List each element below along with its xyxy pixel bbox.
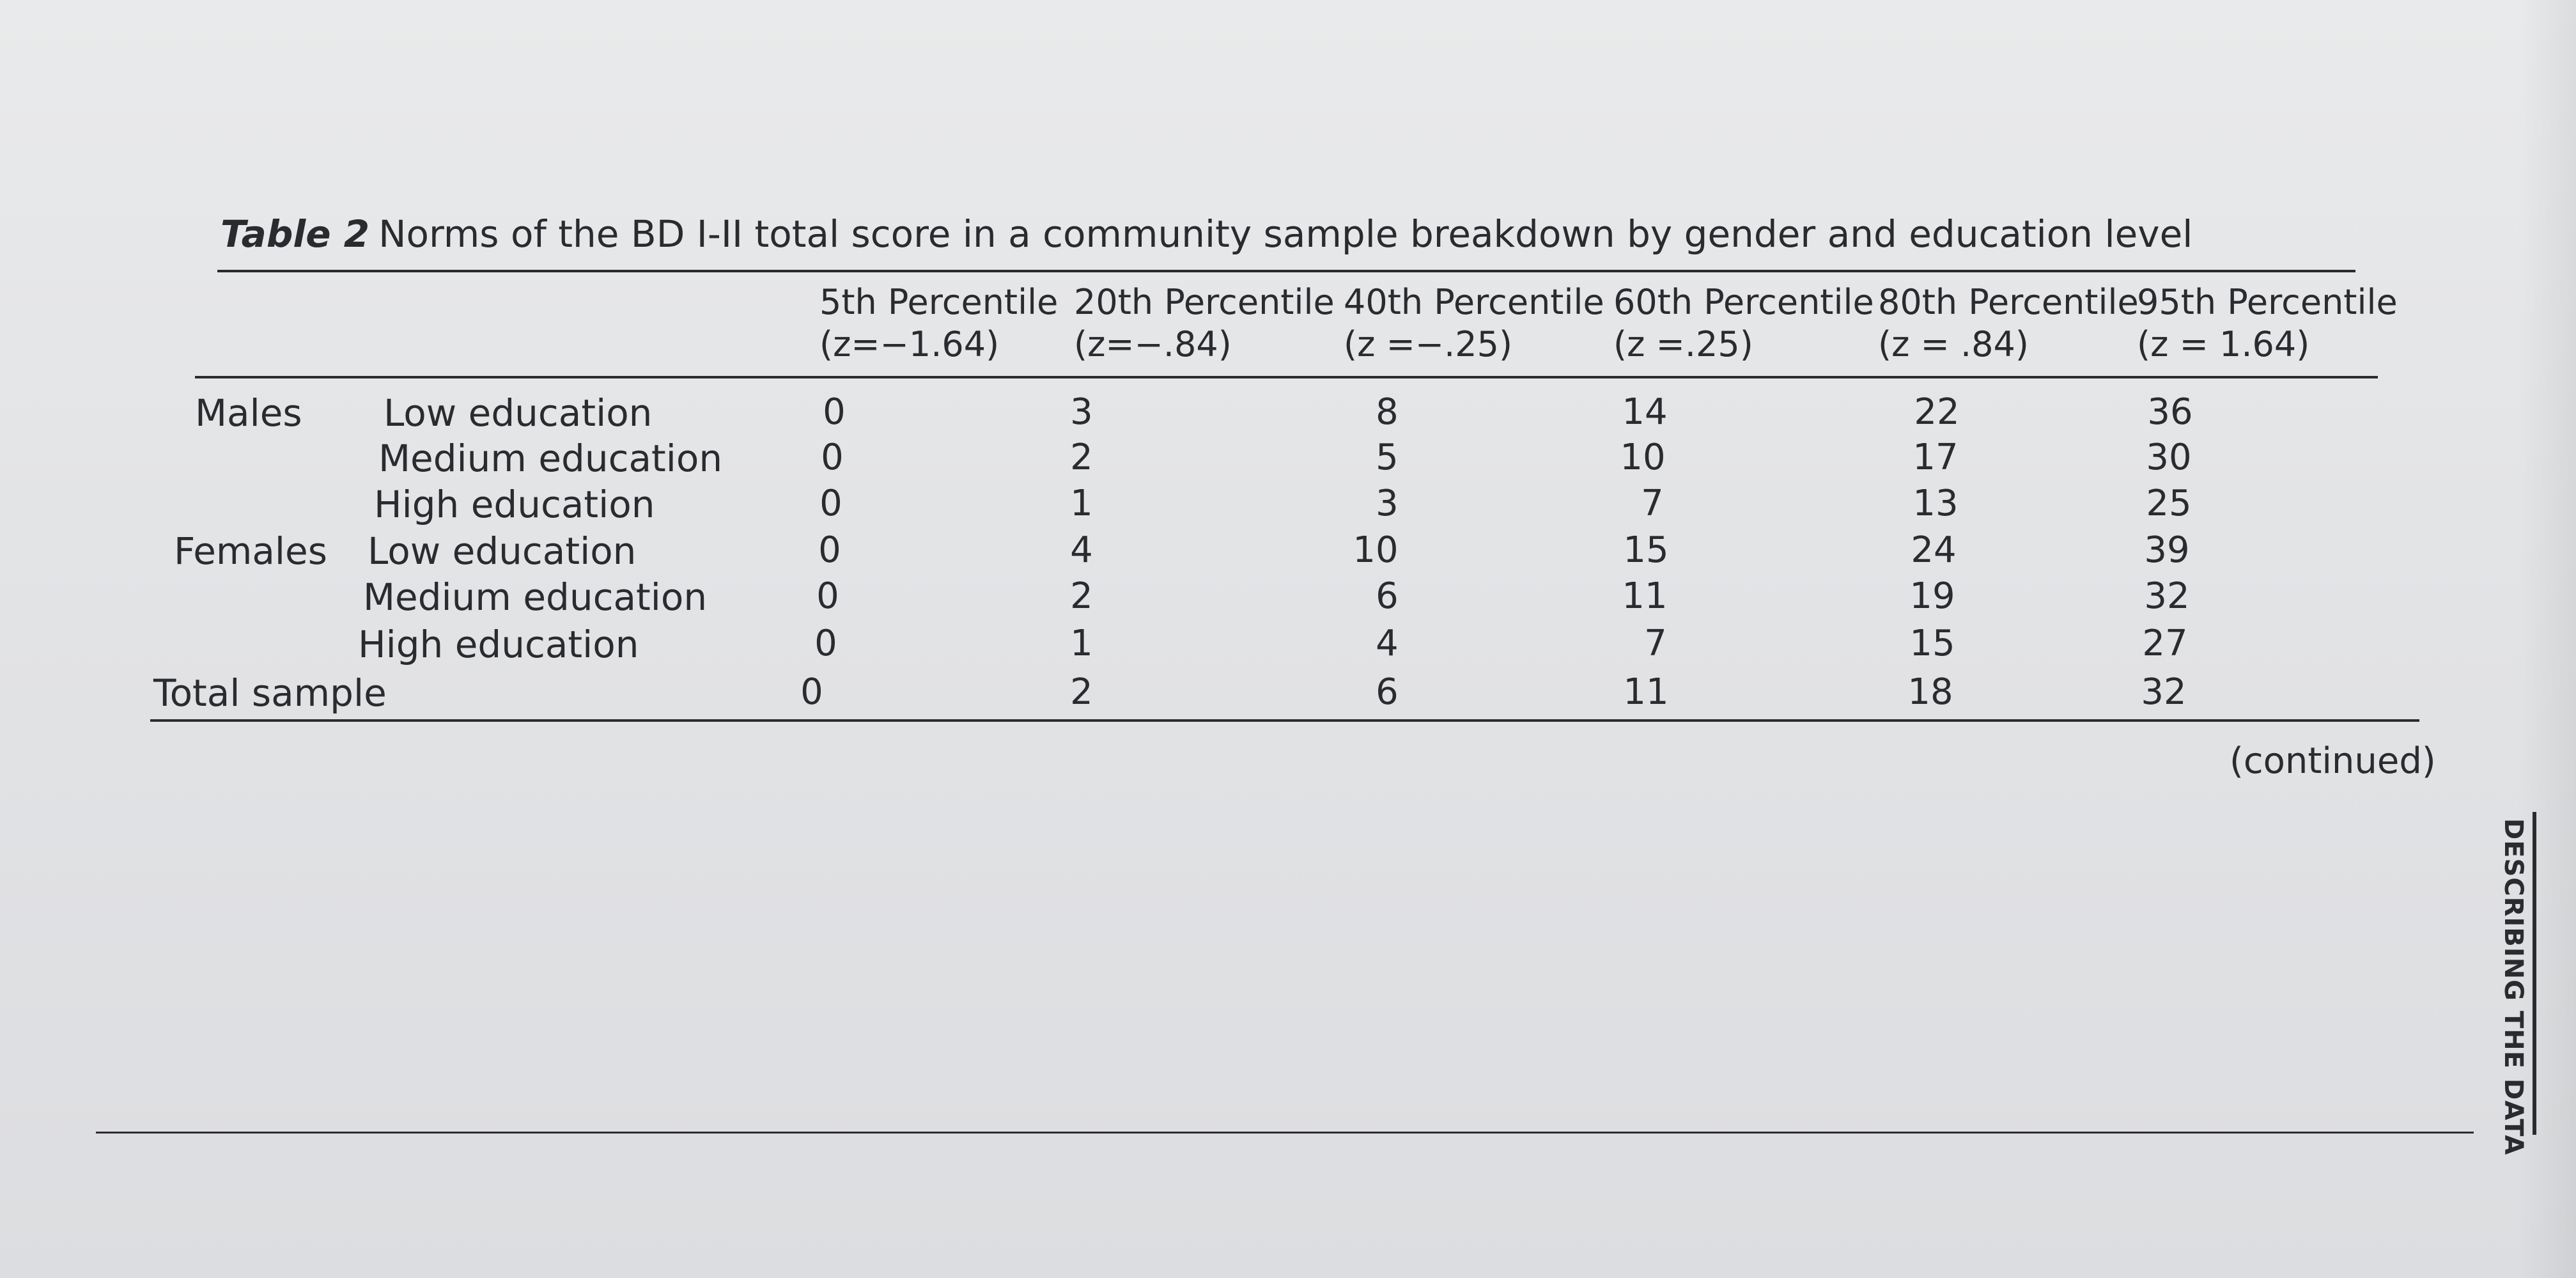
table-cell: 8	[1376, 391, 1399, 433]
col-header-40th: 40th Percentile (z =−.25)	[1344, 281, 1604, 366]
side-tab-bar	[2533, 812, 2536, 1135]
table-cell: 0	[818, 529, 841, 571]
table-cell: 3	[1376, 483, 1399, 524]
table-cell: 2	[1070, 671, 1093, 713]
continued-note: (continued)	[2230, 740, 2436, 782]
table-cell: 11	[1623, 671, 1669, 713]
table-cell: 32	[2141, 671, 2187, 713]
table-cell: 7	[1644, 623, 1667, 664]
table-bottom-rule	[150, 719, 2419, 722]
table-cell: 5	[1376, 437, 1399, 478]
col-header-80th: 80th Percentile (z = .84)	[1878, 281, 2139, 366]
row-label-total-sample: Total sample	[153, 671, 387, 715]
group-label-males: Males	[195, 391, 302, 435]
table-cell: 7	[1641, 483, 1664, 524]
table-cell: 15	[1909, 623, 1955, 664]
table-cell: 1	[1070, 623, 1093, 664]
table-caption-label: Table 2	[221, 212, 370, 256]
table-cell: 1	[1070, 483, 1093, 524]
table-cell: 18	[1907, 671, 1953, 713]
table-cell: 36	[2147, 391, 2193, 433]
table-cell: 24	[1911, 529, 1957, 571]
table-cell: 6	[1376, 575, 1399, 617]
page-bottom-rule	[96, 1132, 2474, 1134]
col-header-label: 60th Percentile	[1613, 282, 1874, 322]
col-header-z: (z =−.25)	[1344, 324, 1513, 364]
row-label-females-medium: Medium education	[363, 575, 708, 619]
page-edge-shade	[2518, 0, 2576, 1278]
table-cell: 0	[800, 671, 823, 713]
row-label-females-high: High education	[358, 623, 639, 666]
table-cell: 2	[1070, 575, 1093, 617]
table-cell: 10	[1620, 437, 1666, 478]
row-label-females-low: Low education	[368, 529, 637, 573]
table-cell: 30	[2146, 437, 2192, 478]
table-cell: 13	[1913, 483, 1959, 524]
table-cell: 14	[1622, 391, 1668, 433]
table-cell: 39	[2144, 529, 2190, 571]
table-cell: 4	[1376, 623, 1399, 664]
table-top-rule	[217, 270, 2355, 272]
table-cell: 0	[816, 575, 839, 617]
table-cell: 10	[1353, 529, 1399, 571]
table-cell: 2	[1070, 437, 1093, 478]
col-header-label: 95th Percentile	[2137, 282, 2398, 322]
table-cell: 0	[814, 623, 837, 664]
col-header-z: (z =.25)	[1613, 324, 1753, 364]
table-cell: 15	[1623, 529, 1669, 571]
table-caption-text: Norms of the BD I-II total score in a co…	[378, 212, 2193, 256]
col-header-z: (z = 1.64)	[2137, 324, 2310, 364]
table-cell: 27	[2142, 623, 2188, 664]
table-cell: 19	[1909, 575, 1955, 617]
col-header-60th: 60th Percentile (z =.25)	[1613, 281, 1874, 366]
col-header-label: 80th Percentile	[1878, 282, 2139, 322]
col-header-label: 5th Percentile	[819, 282, 1059, 322]
col-header-95th: 95th Percentile (z = 1.64)	[2137, 281, 2398, 366]
table-cell: 11	[1622, 575, 1668, 617]
table-cell: 25	[2146, 483, 2192, 524]
row-label-males-medium: Medium education	[378, 437, 723, 480]
table-cell: 0	[823, 391, 846, 433]
group-label-females: Females	[174, 529, 327, 573]
row-label-males-high: High education	[374, 483, 655, 526]
col-header-z: (z = .84)	[1878, 324, 2029, 364]
row-label-males-low: Low education	[384, 391, 653, 435]
col-header-20th: 20th Percentile (z=−.84)	[1074, 281, 1335, 366]
table-cell: 3	[1070, 391, 1093, 433]
table-cell: 0	[819, 483, 842, 524]
col-header-z: (z=−.84)	[1074, 324, 1232, 364]
table-cell: 32	[2144, 575, 2190, 617]
col-header-5th: 5th Percentile (z=−1.64)	[819, 281, 1058, 366]
col-header-z: (z=−1.64)	[819, 324, 1000, 364]
table-caption: Table 2 Norms of the BD I-II total score …	[221, 212, 2192, 256]
table-cell: 22	[1914, 391, 1960, 433]
table-cell: 4	[1070, 529, 1093, 571]
table-header-rule	[195, 376, 2378, 378]
table-cell: 17	[1913, 437, 1959, 478]
table-cell: 0	[821, 437, 844, 478]
table-cell: 6	[1376, 671, 1399, 713]
col-header-label: 20th Percentile	[1074, 282, 1335, 322]
col-header-label: 40th Percentile	[1344, 282, 1604, 322]
